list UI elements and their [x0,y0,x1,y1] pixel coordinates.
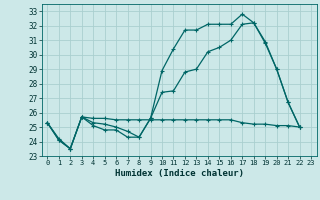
X-axis label: Humidex (Indice chaleur): Humidex (Indice chaleur) [115,169,244,178]
